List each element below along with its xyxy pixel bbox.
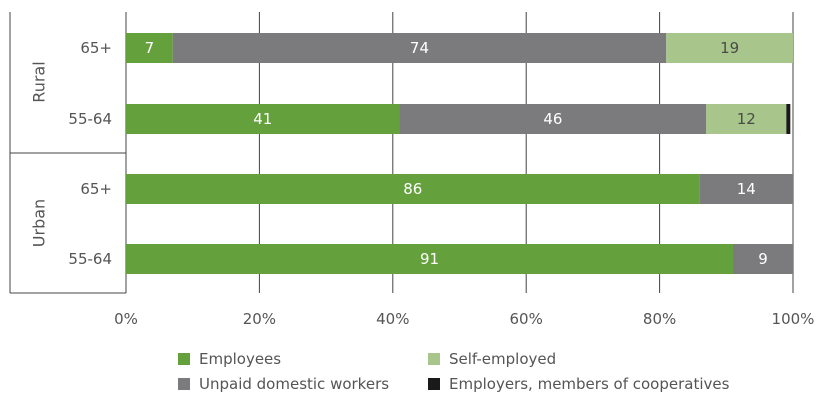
data-label: 46 bbox=[543, 110, 562, 128]
bar-segment bbox=[732, 244, 793, 274]
data-label: 41 bbox=[253, 110, 272, 128]
stacked-bar-chart: 0% 20% 40% 60% 80% 100% Rural 65+ 55-64 Urban 65+ 5… bbox=[9, 12, 815, 328]
bar-segment bbox=[786, 104, 791, 134]
bar-segment bbox=[126, 33, 173, 63]
data-label: 14 bbox=[737, 180, 756, 198]
category-label: 65+ bbox=[80, 180, 112, 198]
legend-label-self-employed: Self-employed bbox=[449, 350, 557, 368]
data-label: 7 bbox=[145, 39, 155, 57]
legend-label-unpaid-domestic-workers: Unpaid domestic workers bbox=[199, 375, 390, 393]
bar-segment bbox=[666, 33, 793, 63]
x-tick-label: 20% bbox=[243, 310, 276, 328]
legend-item-self-employed: Self-employed bbox=[428, 350, 556, 368]
bar-segment bbox=[699, 174, 793, 204]
bar-segment bbox=[172, 33, 667, 63]
data-label: 91 bbox=[420, 250, 439, 268]
legend-swatch-unpaid-domestic-workers bbox=[178, 378, 190, 390]
x-tick-label: 80% bbox=[643, 310, 676, 328]
x-tick-label: 60% bbox=[510, 310, 543, 328]
x-tick-label: 0% bbox=[114, 310, 138, 328]
legend-item-employers: Employers, members of cooperatives bbox=[428, 375, 729, 393]
legend-item-employees: Employees bbox=[178, 350, 281, 368]
x-tick-label: 100% bbox=[772, 310, 815, 328]
data-label: 86 bbox=[403, 180, 422, 198]
category-label: 55-64 bbox=[68, 250, 112, 268]
legend-label-employers: Employers, members of cooperatives bbox=[449, 375, 730, 393]
data-label: 19 bbox=[720, 39, 739, 57]
bar-segment bbox=[126, 104, 400, 134]
legend-swatch-self-employed bbox=[428, 353, 440, 365]
legend-item-unpaid-domestic-workers: Unpaid domestic workers bbox=[178, 375, 389, 393]
legend-swatch-employees bbox=[178, 353, 190, 365]
bar-segment bbox=[126, 174, 700, 204]
legend-label-employees: Employees bbox=[199, 350, 282, 368]
group-label: Rural bbox=[30, 61, 49, 102]
legend-swatch-employers bbox=[428, 378, 440, 390]
data-label: 74 bbox=[410, 39, 429, 57]
category-label: 55-64 bbox=[68, 110, 112, 128]
legend: Employees Self-employed Unpaid domestic … bbox=[178, 345, 798, 393]
data-label: 12 bbox=[737, 110, 756, 128]
bar-segment bbox=[126, 244, 733, 274]
category-label: 65+ bbox=[80, 39, 112, 57]
bar-segment bbox=[706, 104, 787, 134]
group-label: Urban bbox=[30, 199, 49, 247]
x-tick-label: 40% bbox=[376, 310, 409, 328]
data-label: 9 bbox=[758, 250, 768, 268]
bar-segment bbox=[399, 104, 707, 134]
